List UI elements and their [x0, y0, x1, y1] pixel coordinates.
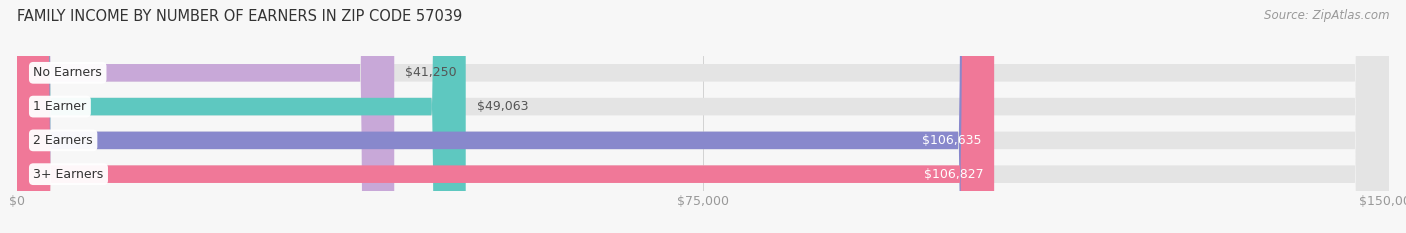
- Text: FAMILY INCOME BY NUMBER OF EARNERS IN ZIP CODE 57039: FAMILY INCOME BY NUMBER OF EARNERS IN ZI…: [17, 9, 463, 24]
- FancyBboxPatch shape: [17, 0, 394, 233]
- FancyBboxPatch shape: [17, 0, 1389, 233]
- FancyBboxPatch shape: [17, 0, 1389, 233]
- Text: $49,063: $49,063: [477, 100, 529, 113]
- FancyBboxPatch shape: [17, 0, 994, 233]
- Text: No Earners: No Earners: [34, 66, 103, 79]
- FancyBboxPatch shape: [17, 0, 993, 233]
- Text: 1 Earner: 1 Earner: [34, 100, 86, 113]
- FancyBboxPatch shape: [17, 0, 465, 233]
- Text: 2 Earners: 2 Earners: [34, 134, 93, 147]
- Text: Source: ZipAtlas.com: Source: ZipAtlas.com: [1264, 9, 1389, 22]
- FancyBboxPatch shape: [17, 0, 1389, 233]
- Text: 3+ Earners: 3+ Earners: [34, 168, 104, 181]
- FancyBboxPatch shape: [17, 0, 1389, 233]
- Text: $106,827: $106,827: [924, 168, 983, 181]
- Text: $106,635: $106,635: [922, 134, 981, 147]
- Text: $41,250: $41,250: [405, 66, 457, 79]
